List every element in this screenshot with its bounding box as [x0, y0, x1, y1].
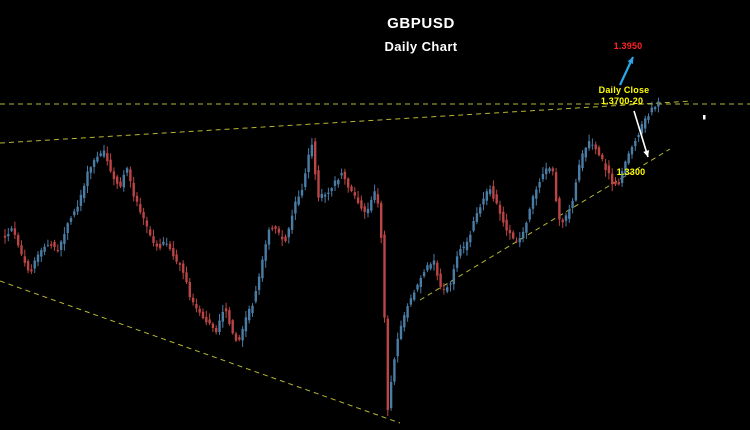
- down-arrow-head: [643, 150, 650, 157]
- trendline-ascending-support: [419, 148, 671, 301]
- trendline-descending-support: [0, 280, 401, 424]
- label-target-low: 1.3300: [616, 167, 646, 177]
- label-target-high: 1.3950: [613, 41, 643, 51]
- up-arrow-head: [627, 57, 634, 64]
- label-daily-close-2: 1.3700-20: [600, 96, 644, 106]
- chart-title: GBPUSD: [387, 15, 455, 32]
- label-daily-close-1: Daily Close: [598, 85, 650, 95]
- cursor-tick-mark: [703, 115, 706, 120]
- trendline-ascending-resistance: [0, 100, 693, 144]
- chart-header: GBPUSD Daily Chart: [384, 15, 457, 54]
- chart-subtitle: Daily Chart: [384, 39, 458, 54]
- down-arrow: [633, 110, 649, 158]
